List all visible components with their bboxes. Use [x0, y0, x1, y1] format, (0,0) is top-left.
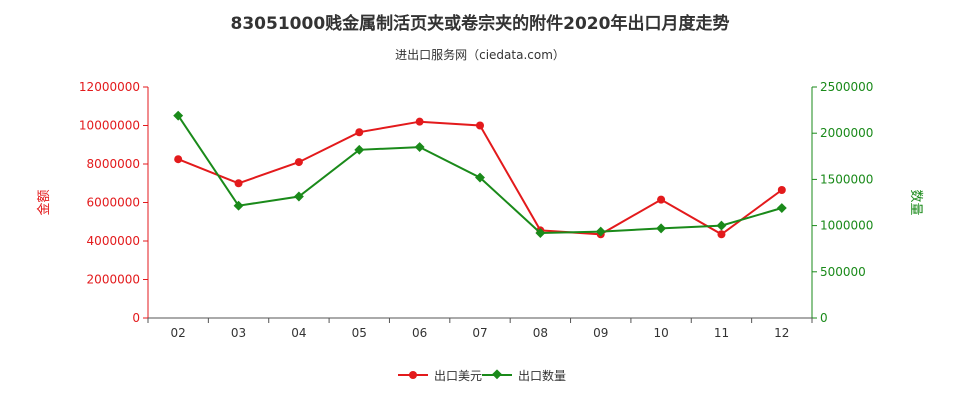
chart-subtitle: 进出口服务网（ciedata.com） — [395, 47, 565, 62]
series-0-point — [355, 128, 364, 137]
series-0-point — [717, 230, 726, 239]
left-tick-label: 2000000 — [87, 273, 140, 287]
legend-marker-export-qty — [492, 369, 502, 380]
x-tick-label: 09 — [593, 326, 608, 340]
series-1-point — [656, 223, 667, 234]
series-0-point — [174, 155, 183, 164]
series-1-point — [776, 203, 787, 213]
series-0-point — [294, 158, 303, 167]
x-tick-label: 06 — [412, 326, 427, 340]
chart-title: 83051000贱金属制活页夹或卷宗夹的附件2020年出口月度走势 — [231, 13, 730, 34]
right-tick-label: 0 — [820, 311, 828, 325]
left-tick-label: 6000000 — [87, 196, 140, 210]
series-layer — [173, 110, 787, 239]
left-tick-label: 0 — [132, 311, 140, 325]
series-1-point — [173, 110, 184, 121]
x-tick-label: 12 — [774, 326, 789, 340]
legend-item-export-qty[interactable]: 出口数量 — [482, 368, 566, 383]
x-tick-label: 07 — [472, 326, 487, 340]
series-0-point — [476, 121, 484, 130]
series-1-point — [293, 191, 304, 202]
series-1-point — [535, 228, 546, 238]
left-axis-title: 金额 — [36, 189, 52, 215]
legend-marker-export-usd — [409, 371, 417, 379]
right-tick-label: 2000000 — [820, 126, 873, 140]
legend-label-export-qty: 出口数量 — [518, 368, 566, 383]
x-tick-label: 02 — [171, 326, 186, 340]
right-axis-title: 数量 — [908, 189, 923, 215]
legend: 出口美元 出口数量 — [398, 368, 566, 383]
left-tick-label: 12000000 — [79, 80, 140, 94]
x-tick-label: 03 — [231, 326, 246, 340]
series-1-point — [716, 220, 727, 231]
left-tick-label: 10000000 — [79, 119, 140, 133]
right-tick-label: 2500000 — [820, 80, 873, 94]
series-0-point — [657, 195, 666, 204]
left-tick-label: 8000000 — [87, 157, 140, 171]
x-tick-label: 04 — [291, 326, 306, 340]
series-1-point — [595, 226, 606, 237]
right-tick-label: 500000 — [820, 265, 866, 279]
right-tick-label: 1500000 — [820, 172, 873, 186]
series-1-point — [354, 144, 365, 155]
series-0-point — [415, 117, 424, 126]
series-1-point — [233, 200, 244, 211]
x-tick-label: 10 — [653, 326, 668, 340]
series-1-point — [475, 172, 485, 183]
x-tick-label: 05 — [352, 326, 367, 340]
right-tick-label: 1000000 — [820, 219, 873, 233]
series-0-point — [234, 179, 243, 188]
legend-label-export-usd: 出口美元 — [434, 369, 482, 383]
x-tick-label: 08 — [533, 326, 548, 340]
series-1-point — [414, 142, 425, 153]
legend-item-export-usd[interactable]: 出口美元 — [398, 369, 482, 383]
x-tick-label: 11 — [714, 326, 729, 340]
series-0-point — [777, 185, 786, 194]
axes: 0200000040000006000000800000010000000120… — [79, 80, 874, 340]
left-tick-label: 4000000 — [87, 234, 140, 248]
